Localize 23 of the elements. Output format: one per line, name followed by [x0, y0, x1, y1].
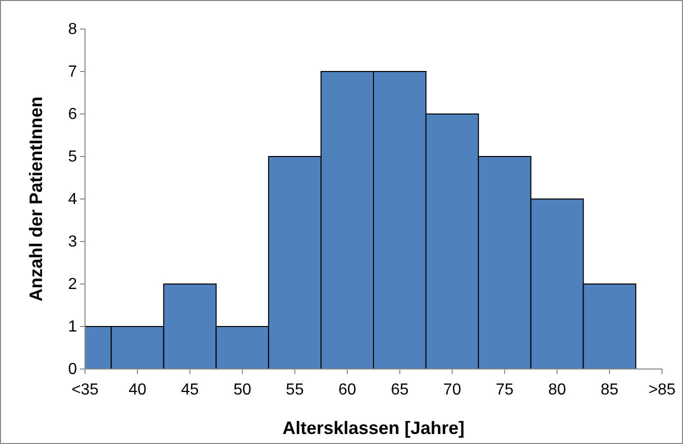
x-tick-label: <35: [71, 382, 99, 399]
y-tick-label: 1: [68, 318, 78, 336]
y-tick-label: 3: [68, 234, 78, 251]
x-tick-label: 85: [600, 382, 619, 399]
y-tick-label: 5: [68, 148, 78, 166]
y-tick-label: 8: [68, 21, 78, 38]
x-tick-label: 75: [496, 382, 514, 399]
x-tick-label: >85: [648, 382, 676, 399]
y-tick-label: 2: [68, 276, 78, 294]
x-tick-label: 40: [128, 382, 146, 399]
x-tick-label: 70: [443, 382, 462, 399]
x-tick-label: 55: [286, 382, 304, 399]
x-tick-label: 65: [390, 382, 409, 399]
x-tick-label: 50: [233, 382, 252, 399]
y-tick-label: 4: [68, 191, 78, 208]
x-tick-label: 80: [548, 382, 566, 399]
x-tick-label: 60: [338, 382, 356, 399]
x-axis-title: Altersklassen [Jahre]: [282, 418, 465, 438]
y-tick-label: 7: [68, 64, 78, 81]
x-tick-label: 45: [181, 382, 199, 399]
y-axis-title: Anzahl der PatientInnen: [26, 96, 46, 302]
y-tick-label: 6: [68, 106, 78, 124]
y-tick-label: 0: [68, 361, 78, 378]
